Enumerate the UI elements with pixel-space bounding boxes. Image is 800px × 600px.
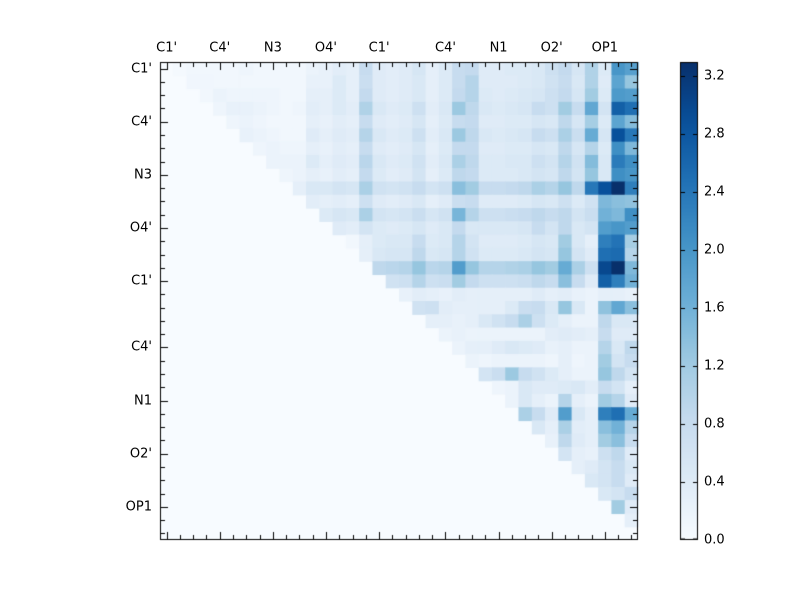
x-tick-label: N1 [489,40,508,56]
x-tick-label: OP1 [591,40,618,56]
x-tick-label: N3 [263,40,282,56]
x-tick-label: C4' [209,40,231,56]
colorbar-tick-label: 0.0 [704,532,725,548]
y-tick-label: C4' [131,114,152,130]
colorbar-tick-label: 0.8 [704,416,725,432]
colorbar-tick-label: 3.2 [704,68,725,84]
colorbar-tick-label: 0.4 [704,474,725,490]
colorbar-tick-label: 1.2 [704,358,725,374]
y-tick-label: C4' [131,339,152,355]
x-tick-label: C1' [368,40,390,56]
colorbar-tick-label: 2.0 [704,242,725,258]
x-tick-label: C4' [435,40,456,56]
y-tick-label: O4' [129,220,152,236]
x-tick-label: O4' [314,40,338,56]
colorbar-tick-label: 2.8 [704,126,725,142]
colorbar-tick-label: 2.4 [704,184,725,200]
y-tick-label: C1' [131,61,152,77]
y-tick-label: N1 [134,393,152,409]
colorbar-tick-label: 1.6 [704,300,725,316]
y-tick-label: N3 [134,167,152,183]
x-tick-label: C1' [156,40,178,56]
y-tick-label: OP1 [125,499,152,515]
x-tick-label: O2' [540,40,563,56]
y-tick-label: O2' [129,446,152,462]
y-tick-label: C1' [131,273,152,289]
